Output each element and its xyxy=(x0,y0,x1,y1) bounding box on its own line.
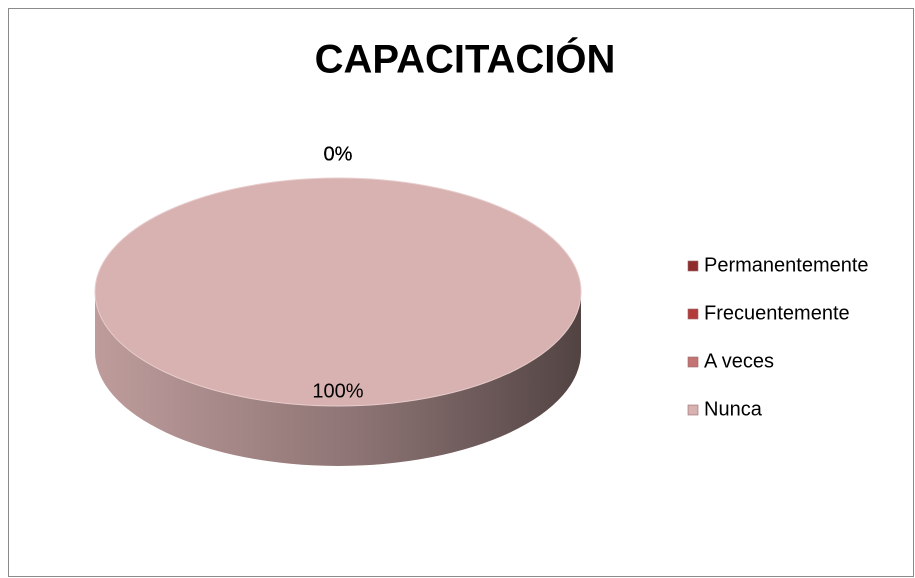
legend-label: Nunca xyxy=(704,398,763,420)
legend-swatch xyxy=(687,356,699,368)
data-label: 0% xyxy=(324,143,353,165)
data-label: 0% xyxy=(324,143,353,165)
pie-side-shade xyxy=(95,292,581,466)
chart-title: CAPACITACIÓN xyxy=(315,36,616,82)
legend-label: Permanentemente xyxy=(704,254,869,276)
legend: Permanentemente Frecuentemente A veces Nunc… xyxy=(687,254,869,420)
data-label: 0% xyxy=(324,143,353,165)
legend-swatch xyxy=(687,404,699,416)
pie: 0%0%0%100% xyxy=(94,143,582,466)
legend-swatch xyxy=(687,308,699,320)
legend-swatch xyxy=(687,260,699,272)
legend-label: Frecuentemente xyxy=(704,302,850,324)
legend-label: A veces xyxy=(704,350,774,372)
pie-slice xyxy=(94,177,582,407)
data-label: 100% xyxy=(312,381,363,403)
